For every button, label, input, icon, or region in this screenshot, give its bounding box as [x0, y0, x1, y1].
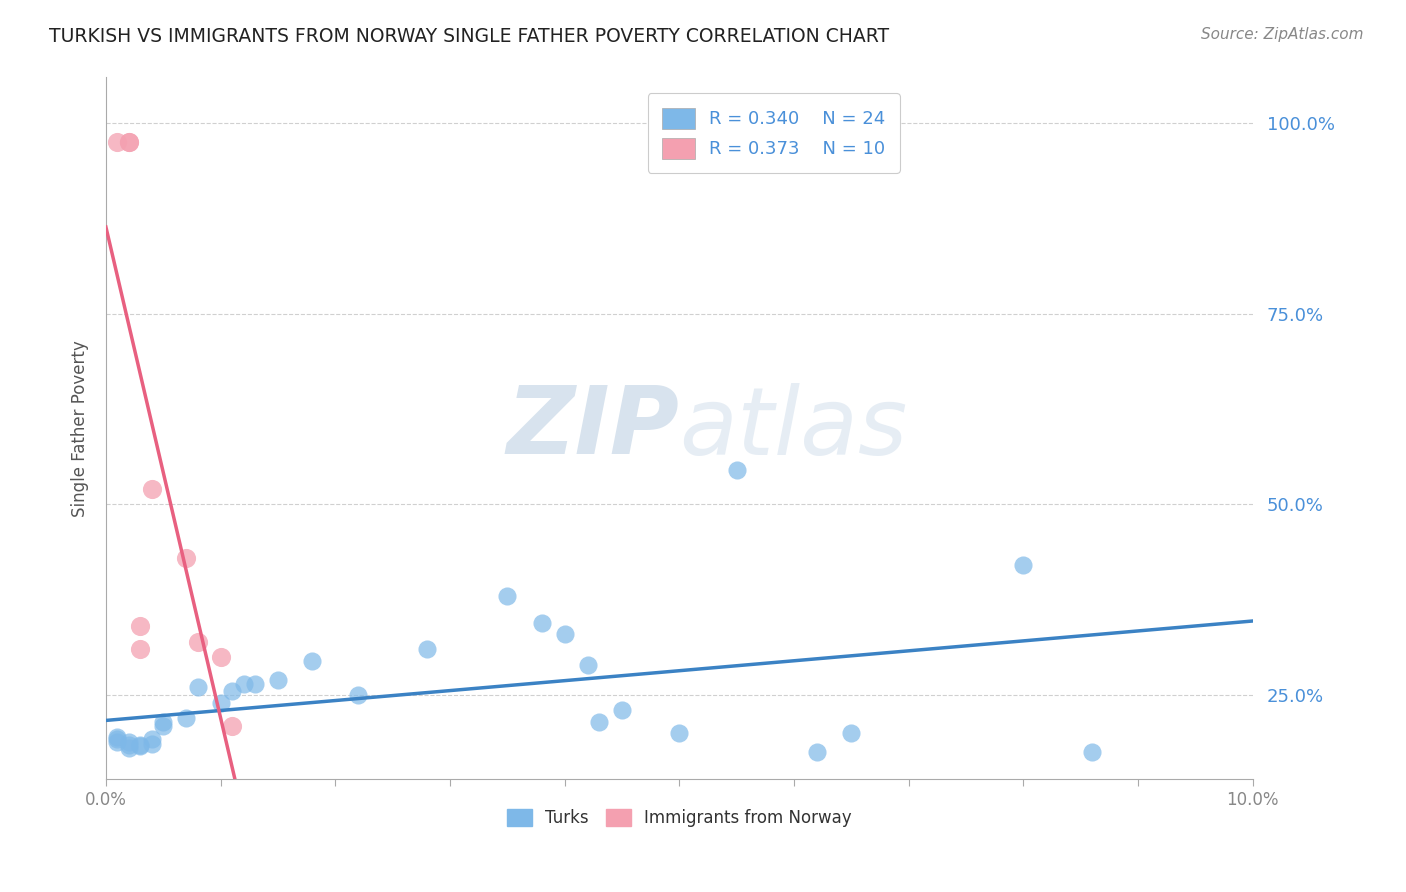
Point	[209, 649, 232, 664]
Point	[1012, 558, 1035, 573]
Point	[129, 739, 152, 753]
Legend: Turks, Immigrants from Norway: Turks, Immigrants from Norway	[501, 802, 858, 834]
Point	[588, 714, 610, 729]
Point	[174, 711, 197, 725]
Point	[129, 738, 152, 752]
Point	[187, 634, 209, 648]
Point	[118, 135, 141, 149]
Point	[221, 684, 243, 698]
Point	[209, 696, 232, 710]
Point	[668, 726, 690, 740]
Point	[301, 654, 323, 668]
Point	[174, 550, 197, 565]
Point	[187, 681, 209, 695]
Point	[347, 688, 370, 702]
Point	[841, 726, 863, 740]
Point	[118, 735, 141, 749]
Point	[232, 676, 254, 690]
Point	[152, 718, 174, 732]
Point	[243, 676, 266, 690]
Point	[221, 718, 243, 732]
Text: ZIP: ZIP	[506, 382, 679, 475]
Point	[554, 627, 576, 641]
Point	[105, 135, 128, 149]
Text: TURKISH VS IMMIGRANTS FROM NORWAY SINGLE FATHER POVERTY CORRELATION CHART: TURKISH VS IMMIGRANTS FROM NORWAY SINGLE…	[49, 27, 890, 45]
Y-axis label: Single Father Poverty: Single Father Poverty	[72, 340, 89, 516]
Point	[141, 737, 163, 751]
Point	[1081, 745, 1104, 759]
Point	[725, 463, 748, 477]
Text: Source: ZipAtlas.com: Source: ZipAtlas.com	[1201, 27, 1364, 42]
Point	[118, 741, 141, 756]
Text: atlas: atlas	[679, 383, 908, 474]
Point	[105, 730, 128, 744]
Point	[118, 135, 141, 149]
Point	[129, 619, 152, 633]
Point	[610, 703, 633, 717]
Point	[141, 482, 163, 496]
Point	[105, 735, 128, 749]
Point	[152, 714, 174, 729]
Point	[267, 673, 290, 687]
Point	[129, 642, 152, 657]
Point	[141, 731, 163, 746]
Point	[496, 589, 519, 603]
Point	[530, 615, 553, 630]
Point	[806, 745, 828, 759]
Point	[118, 738, 141, 752]
Point	[416, 642, 439, 657]
Point	[105, 732, 128, 747]
Point	[576, 657, 599, 672]
